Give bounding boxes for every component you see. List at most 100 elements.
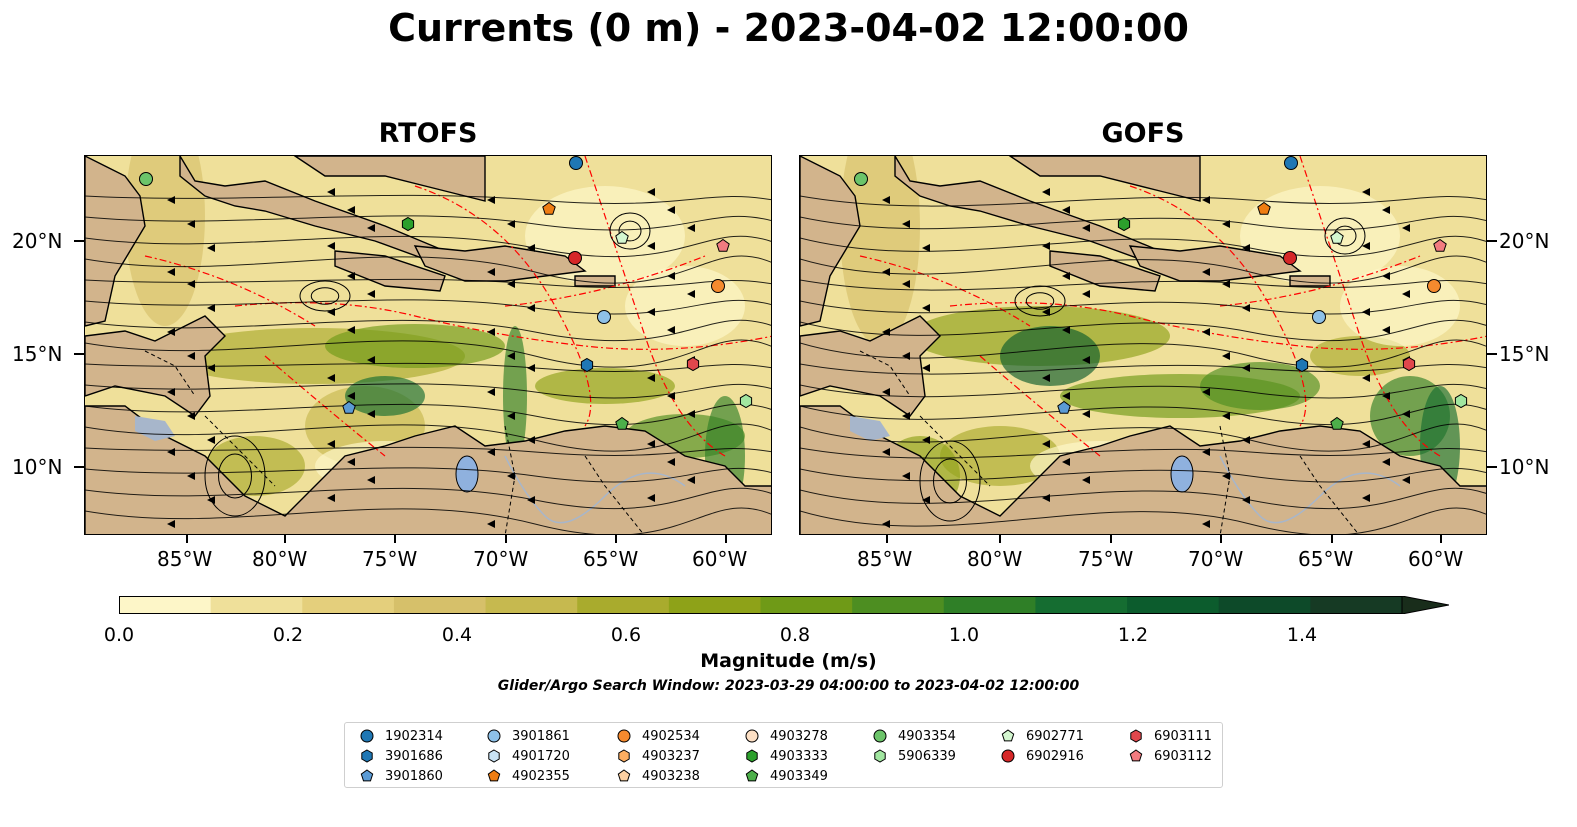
streamline-arrow xyxy=(1362,494,1370,502)
streamline-arrow xyxy=(1382,206,1390,214)
streamline-arrow xyxy=(167,388,175,396)
streamline-arrow xyxy=(1042,242,1050,250)
colorbar-bin xyxy=(1127,596,1220,614)
streamline-arrow xyxy=(1362,440,1370,448)
streamline-arrow xyxy=(902,220,910,228)
legend-entry: 4903333 xyxy=(744,747,828,765)
legend-entry: 6903112 xyxy=(1128,747,1212,765)
streamline-arrow xyxy=(667,206,675,214)
streamline-arrow xyxy=(527,496,535,504)
current-eddy xyxy=(933,458,967,504)
streamline-arrow xyxy=(1382,272,1390,280)
current-streamline xyxy=(85,507,771,534)
legend-label: 4903278 xyxy=(770,728,828,744)
legend-label: 4903237 xyxy=(642,748,700,764)
current-streamline xyxy=(85,235,771,257)
streamline-arrow xyxy=(1062,326,1070,334)
float-marker-4902355 xyxy=(542,201,556,215)
lon-tick-label: 65°W xyxy=(583,547,639,571)
streamline-arrow xyxy=(1202,388,1210,396)
float-marker-4903349 xyxy=(615,416,629,430)
streamline-arrow xyxy=(507,280,515,288)
streamline-arrow xyxy=(487,388,495,396)
float-marker-3901860 xyxy=(1057,400,1071,414)
legend-label: 3901861 xyxy=(512,728,570,744)
eez-boundary xyxy=(584,156,726,457)
figure-title: Currents (0 m) - 2023-04-02 12:00:00 xyxy=(388,6,1189,50)
float-marker-6902771 xyxy=(1330,230,1344,244)
streamline-arrow xyxy=(882,328,890,336)
colorbar-tick-label: 0.2 xyxy=(272,624,304,646)
current-streamline xyxy=(85,467,771,483)
colorbar-bin xyxy=(943,596,1036,614)
hexagon-marker-icon xyxy=(746,749,758,763)
hexagon-marker-icon xyxy=(618,749,630,763)
pentagon-marker-icon xyxy=(745,769,759,782)
lake xyxy=(1170,455,1194,493)
legend-entry: 6903111 xyxy=(1128,727,1212,745)
current-streamline xyxy=(85,403,771,425)
legend-entry: 3901861 xyxy=(486,727,570,745)
streamline-arrow xyxy=(882,448,890,456)
float-marker-4903349 xyxy=(1330,416,1344,430)
lon-tick-mark xyxy=(186,535,188,543)
colorbar-title: Magnitude (m/s) xyxy=(700,650,877,672)
lat-tick-label: 15°N xyxy=(12,342,63,366)
eez-boundary xyxy=(504,255,706,307)
current-streamline xyxy=(85,255,771,284)
legend-label: 4903238 xyxy=(642,768,700,784)
map-panel-rtofs[interactable] xyxy=(84,155,772,535)
streamline-arrow xyxy=(367,356,375,364)
float-marker-6903111 xyxy=(686,356,700,372)
legend-marker-4903333 xyxy=(746,749,758,763)
streamline-arrow xyxy=(667,392,675,400)
float-marker-5906339 xyxy=(1454,393,1468,409)
lon-tick-label: 80°W xyxy=(252,547,308,571)
land-mass xyxy=(800,315,941,417)
legend-marker-6903111 xyxy=(1130,729,1142,743)
streamline-arrow xyxy=(1222,412,1230,420)
float-marker-4902355 xyxy=(1257,201,1271,215)
streamline-arrow xyxy=(687,476,695,484)
country-border xyxy=(1299,455,1360,534)
current-streamline xyxy=(800,319,1486,341)
colorbar-tick-label: 1.0 xyxy=(948,624,980,646)
legend-marker-3901861 xyxy=(487,729,501,743)
streamline-arrow xyxy=(1202,520,1210,528)
colorbar-tick-label: 0.8 xyxy=(779,624,811,646)
legend-entry: 6902916 xyxy=(1000,747,1084,765)
panel-title-rtofs: RTOFS xyxy=(378,118,478,149)
streamline-arrow xyxy=(1402,224,1410,232)
streamline-arrow xyxy=(1382,326,1390,334)
float-marker-4903333 xyxy=(1117,216,1131,232)
streamline-arrow xyxy=(1062,272,1070,280)
streamline-arrow xyxy=(1382,458,1390,466)
eez-boundary xyxy=(144,255,316,327)
map-panel-gofs[interactable] xyxy=(799,155,1487,535)
current-magnitude-region xyxy=(325,324,505,368)
streamline-arrow xyxy=(647,188,655,196)
land-mass xyxy=(1049,250,1161,292)
hexagon-marker-icon xyxy=(361,749,373,763)
streamline-arrow xyxy=(1202,448,1210,456)
current-streamline xyxy=(800,507,1486,534)
streamline-arrow xyxy=(167,268,175,276)
float-marker-6903112 xyxy=(716,238,730,252)
lon-tick-label: 75°W xyxy=(362,547,418,571)
colorbar-tick-label: 1.2 xyxy=(1117,624,1149,646)
colorbar-bin xyxy=(393,596,487,614)
legend-label: 1902314 xyxy=(385,728,443,744)
current-magnitude-region xyxy=(503,326,527,466)
legend-marker-5906339 xyxy=(874,749,886,763)
lat-tick-mark xyxy=(1487,353,1497,355)
legend-entry: 3901860 xyxy=(359,767,443,785)
streamline-arrow xyxy=(347,206,355,214)
circle-marker-icon xyxy=(487,729,501,743)
legend-label: 6903112 xyxy=(1154,748,1212,764)
streamline-arrow xyxy=(1362,242,1370,250)
legend-entry: 4903237 xyxy=(616,747,700,765)
eez-boundary xyxy=(1299,156,1441,457)
streamline-arrow xyxy=(167,328,175,336)
streamline-arrow xyxy=(1242,364,1250,372)
streamline-arrow xyxy=(1382,392,1390,400)
